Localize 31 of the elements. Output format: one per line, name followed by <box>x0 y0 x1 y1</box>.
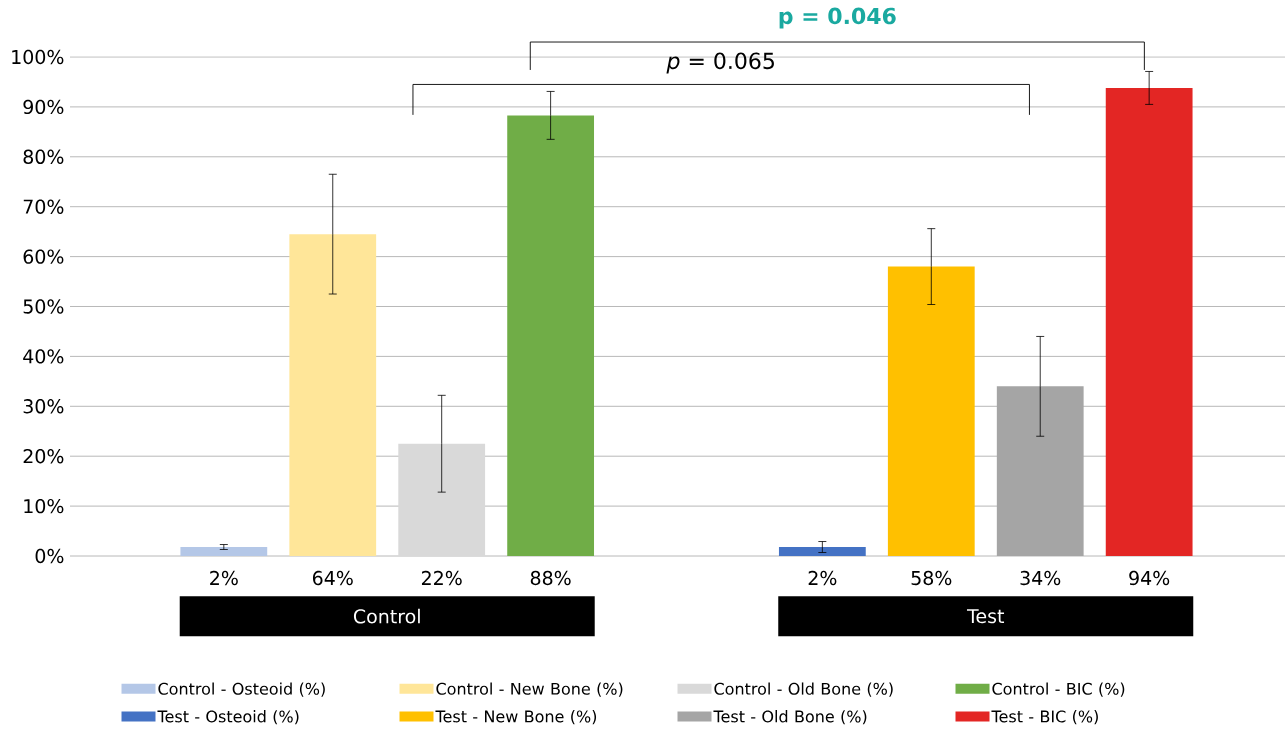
data-label: 94% <box>1129 570 1170 586</box>
legend-label: Control - Osteoid (%) <box>158 682 325 697</box>
y-tick-label: 30% <box>23 399 64 414</box>
y-tick-label: 100% <box>12 49 64 65</box>
annotation: p = 0.065 <box>666 52 774 74</box>
legend-label: Test - New Bone (%) <box>435 710 597 725</box>
legend-label: Test - Osteoid (%) <box>157 710 299 725</box>
y-tick-label: 90% <box>23 99 64 115</box>
y-tick-label: 60% <box>23 249 64 264</box>
y-tick-label: 70% <box>23 199 64 214</box>
data-label: 58% <box>911 570 952 586</box>
data-label: 64% <box>312 570 353 586</box>
y-tick-label: 0% <box>35 548 64 564</box>
x-tick-label: Control <box>353 608 420 624</box>
legend-label: Test - BIC (%) <box>991 710 1098 725</box>
data-label: 2% <box>808 570 837 586</box>
y-tick-label: 10% <box>24 498 64 514</box>
y-tick-label: 80% <box>23 149 64 164</box>
legend-label: Test - Old Bone (%) <box>713 710 867 725</box>
y-tick-label: 40% <box>23 349 64 364</box>
text: p = 0.046 <box>779 7 896 29</box>
x-tick-label: Test <box>966 609 1005 624</box>
legend-label: Control - Old Bone (%) <box>714 682 893 697</box>
data-label: 2% <box>210 570 238 586</box>
data-label: 88% <box>530 570 571 586</box>
y-tick-label: 50% <box>23 299 64 314</box>
data-label: 34% <box>1020 570 1061 586</box>
data-label: 22% <box>421 570 462 586</box>
y-tick-label: 20% <box>23 449 64 464</box>
legend-label: Control - New Bone (%) <box>436 682 623 697</box>
legend-label: Control - BIC (%) <box>992 682 1125 697</box>
